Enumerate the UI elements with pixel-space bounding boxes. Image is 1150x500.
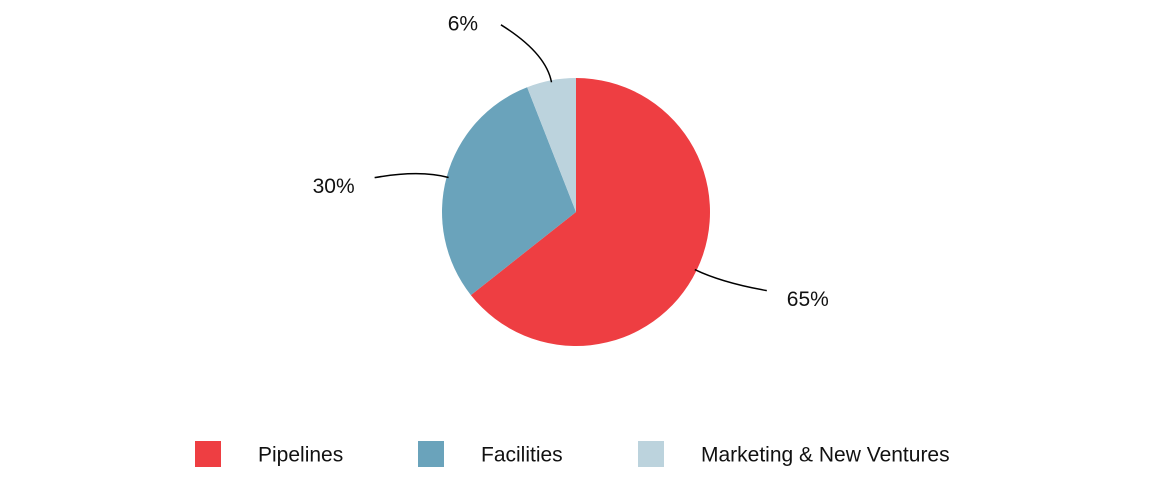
data-label: 65% [787, 288, 829, 311]
legend-swatch [195, 441, 221, 467]
legend-label: Facilities [481, 444, 563, 467]
data-label: 30% [313, 175, 355, 198]
legend-swatch [418, 441, 444, 467]
pie-slice [527, 78, 576, 212]
pie-slice [470, 78, 710, 347]
pie-slice [442, 87, 576, 296]
leader-line [500, 24, 553, 83]
legend-label: Pipelines [258, 444, 343, 467]
legend-swatch [638, 441, 664, 467]
leader-line [694, 268, 767, 292]
data-label: 6% [448, 12, 478, 35]
legend-label: Marketing & New Ventures [701, 444, 950, 467]
leader-line [374, 172, 449, 179]
